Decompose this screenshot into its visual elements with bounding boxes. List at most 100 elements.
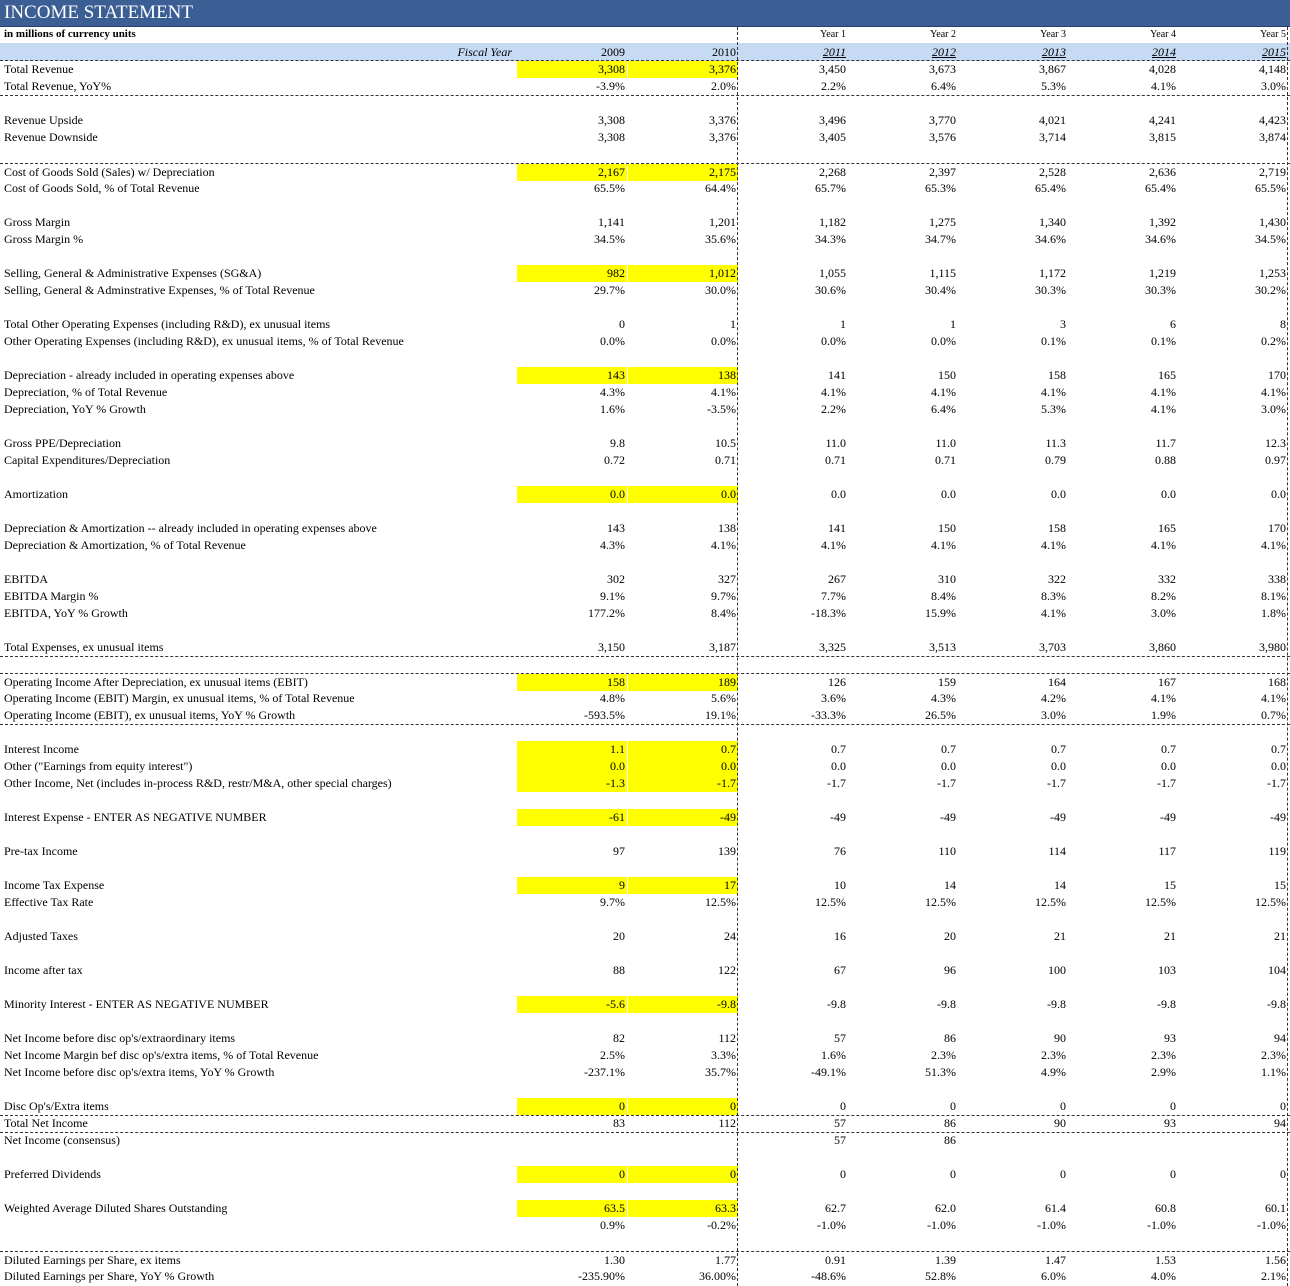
- table-cell: 1,172: [958, 265, 1068, 282]
- table-row: Selling, General & Adminstrative Expense…: [0, 282, 1290, 299]
- table-row: Disc Op's/Extra items 0 0 0 0 0 0 0: [0, 1098, 1290, 1116]
- table-cell[interactable]: 0: [628, 1098, 738, 1115]
- table-cell[interactable]: -9.8: [628, 996, 738, 1013]
- table-cell: -9.8: [848, 996, 958, 1013]
- table-cell: 159: [848, 674, 958, 691]
- table-cell[interactable]: 0: [628, 1166, 738, 1183]
- table-cell: 52.8%: [848, 1268, 958, 1285]
- table-cell[interactable]: 982: [517, 265, 627, 282]
- table-cell: 0.0: [958, 486, 1068, 503]
- table-cell[interactable]: 1,012: [628, 265, 738, 282]
- table-cell: 0.71: [848, 452, 958, 469]
- table-row: Depreciation - already included in opera…: [0, 367, 1290, 384]
- column-year: 2010: [628, 45, 736, 60]
- table-cell[interactable]: 143: [517, 367, 627, 384]
- table-cell[interactable]: 189: [628, 674, 738, 691]
- table-cell[interactable]: -5.6: [517, 996, 627, 1013]
- row-label: Gross Margin: [4, 215, 70, 230]
- table-cell: 0.7%: [1178, 707, 1288, 724]
- column-year: 2011: [738, 45, 846, 60]
- table-cell: 4.1%: [958, 384, 1068, 401]
- row-label: Net Income Margin bef disc op's/extra it…: [4, 1048, 318, 1063]
- table-cell[interactable]: 1.1: [517, 741, 627, 758]
- table-cell: 3,376: [628, 112, 738, 129]
- table-cell[interactable]: 3,376: [628, 61, 738, 78]
- table-cell[interactable]: 0.0: [628, 758, 738, 775]
- table-row: Revenue Downside 3,308 3,376 3,405 3,576 3,71…: [0, 129, 1290, 146]
- row-label: EBITDA Margin %: [4, 589, 98, 604]
- table-cell: 8.1%: [1178, 588, 1288, 605]
- table-cell[interactable]: 0.0: [628, 486, 738, 503]
- table-cell: 4.9%: [958, 1064, 1068, 1081]
- table-cell: 12.5%: [628, 894, 738, 911]
- table-cell[interactable]: 63.3: [628, 1200, 738, 1217]
- table-cell: 158: [958, 520, 1068, 537]
- table-cell[interactable]: 0: [517, 1098, 627, 1115]
- table-cell: 5.6%: [628, 690, 738, 707]
- table-cell: -49: [738, 809, 848, 826]
- table-cell: 4.0%: [1068, 1268, 1178, 1285]
- table-row: Net Income (consensus) 57 86: [0, 1132, 1290, 1149]
- table-cell[interactable]: -49: [628, 809, 738, 826]
- table-cell[interactable]: 0.0: [517, 758, 627, 775]
- table-cell: 2,397: [848, 164, 958, 181]
- table-cell[interactable]: 9: [517, 877, 627, 894]
- table-cell: -1.7: [1178, 775, 1288, 792]
- table-cell[interactable]: 0.7: [628, 741, 738, 758]
- table-cell[interactable]: 0: [517, 1166, 627, 1183]
- table-cell[interactable]: 0.0: [517, 486, 627, 503]
- table-cell: 3.0%: [1178, 401, 1288, 418]
- table-cell: 4,241: [1068, 112, 1178, 129]
- row-label: Other Income, Net (includes in-process R…: [4, 776, 392, 791]
- table-cell: 2.9%: [1068, 1064, 1178, 1081]
- table-cell: 11.7: [1068, 435, 1178, 452]
- table-cell: -1.7: [848, 775, 958, 792]
- row-label: Selling, General & Adminstrative Expense…: [4, 283, 315, 298]
- table-cell: 5.3%: [958, 78, 1068, 95]
- row-label: Minority Interest - ENTER AS NEGATIVE NU…: [4, 997, 269, 1012]
- table-cell[interactable]: -1.7: [628, 775, 738, 792]
- table-cell: -1.7: [738, 775, 848, 792]
- table-cell: 8.3%: [958, 588, 1068, 605]
- row-label: Selling, General & Administrative Expens…: [4, 266, 261, 281]
- table-cell: 0.91: [738, 1252, 848, 1269]
- table-cell: 4.1%: [628, 384, 738, 401]
- table-cell: 164: [958, 674, 1068, 691]
- row-label: Depreciation, YoY % Growth: [4, 402, 146, 417]
- row-label: Total Revenue: [4, 62, 73, 77]
- table-cell: 0.0%: [517, 333, 627, 350]
- fiscal-year-header: Fiscal Year 2009 2010 2011 2012 2013 2014 2015: [0, 43, 1290, 61]
- table-cell: 3,308: [517, 129, 627, 146]
- table-cell: 9.7%: [628, 588, 738, 605]
- table-cell: 16: [738, 928, 848, 945]
- table-cell: 12.5%: [958, 894, 1068, 911]
- row-label: Capital Expenditures/Depreciation: [4, 453, 170, 468]
- title-bar: INCOME STATEMENT: [0, 0, 1290, 27]
- table-cell[interactable]: -61: [517, 809, 627, 826]
- table-cell[interactable]: 158: [517, 674, 627, 691]
- table-cell[interactable]: 3,308: [517, 61, 627, 78]
- table-row: Effective Tax Rate 9.7% 12.5% 12.5% 12.5% 12.…: [0, 894, 1290, 911]
- table-cell[interactable]: 63.5: [517, 1200, 627, 1217]
- row-label: Revenue Downside: [4, 130, 98, 145]
- table-cell: 327: [628, 571, 738, 588]
- table-cell[interactable]: 2,175: [628, 164, 738, 181]
- table-row: Depreciation & Amortization -- already i…: [0, 520, 1290, 537]
- table-row: Minority Interest - ENTER AS NEGATIVE NU…: [0, 996, 1290, 1013]
- table-cell: 20: [848, 928, 958, 945]
- table-cell: 0.1%: [958, 333, 1068, 350]
- table-cell[interactable]: 2,167: [517, 164, 627, 181]
- table-cell: 2.1%: [1178, 1268, 1288, 1285]
- table-cell[interactable]: -1.3: [517, 775, 627, 792]
- table-cell[interactable]: 17: [628, 877, 738, 894]
- table-cell: 0.0: [738, 486, 848, 503]
- table-cell: 65.4%: [958, 180, 1068, 197]
- table-cell: 24: [628, 928, 738, 945]
- table-cell: 338: [1178, 571, 1288, 588]
- table-cell: 3,308: [517, 112, 627, 129]
- table-row: Interest Expense - ENTER AS NEGATIVE NUM…: [0, 809, 1290, 826]
- column-label: Year 1: [738, 29, 846, 40]
- table-row: Cost of Goods Sold (Sales) w/ Depreciati…: [0, 163, 1290, 181]
- row-label: Interest Income: [4, 742, 79, 757]
- table-cell[interactable]: 138: [628, 367, 738, 384]
